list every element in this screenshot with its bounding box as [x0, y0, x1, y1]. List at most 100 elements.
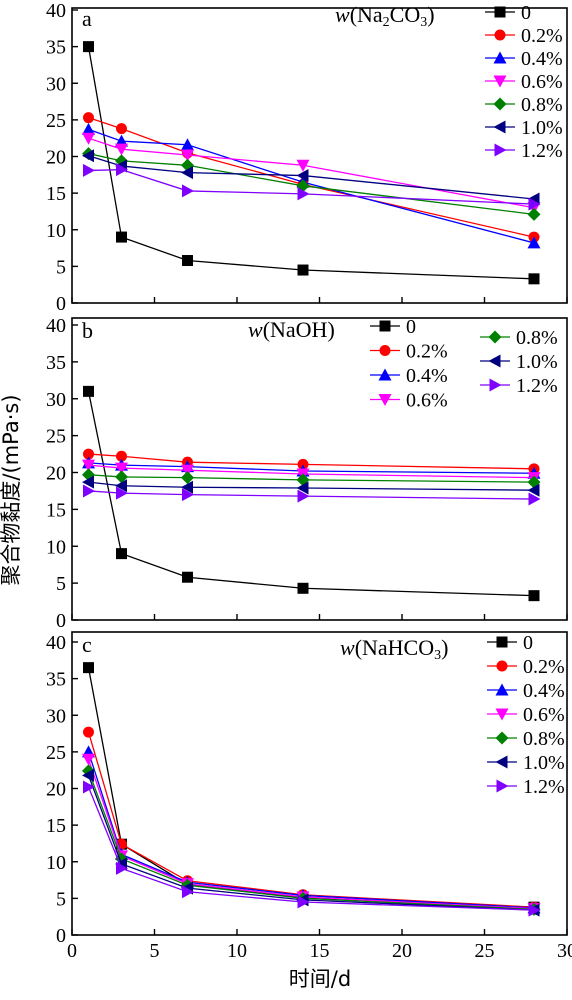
series-line: [87, 775, 535, 911]
data-point: [115, 470, 128, 484]
legend-marker: [494, 29, 506, 41]
data-point: [528, 903, 541, 917]
legend-marker: [488, 354, 501, 368]
legend-label: 0.6%: [523, 704, 565, 726]
y-axis-label: 聚合物黏度/(mPa·s): [0, 394, 23, 585]
data-point: [297, 187, 310, 201]
series-line: [87, 758, 535, 910]
y-tick-label: 15: [46, 499, 66, 521]
data-point: [181, 149, 194, 162]
series-0.6%: [82, 132, 541, 215]
data-point: [83, 780, 95, 794]
y-tick-label: 10: [46, 852, 66, 874]
series-0: [83, 41, 540, 285]
legend-label: 0: [523, 632, 533, 654]
legend-marker: [489, 378, 502, 392]
legend-marker: [495, 683, 509, 696]
data-point: [297, 582, 309, 594]
data-point: [116, 486, 128, 500]
data-point: [297, 489, 310, 503]
legend-marker: [493, 51, 507, 64]
series-1.2%: [83, 163, 541, 211]
series-line: [87, 751, 535, 909]
y-tick-label: 35: [46, 669, 66, 691]
panel-frame: [71, 631, 568, 936]
series-1.0%: [82, 475, 540, 497]
legend-marker: [493, 97, 507, 111]
legend-title: w(NaHCO3): [340, 635, 448, 663]
x-tick-label: 30: [557, 940, 572, 962]
data-point: [528, 273, 540, 285]
data-point: [182, 255, 193, 267]
y-tick-label: 30: [46, 389, 66, 411]
series-1.2%: [83, 780, 541, 917]
y-tick-label: 30: [46, 705, 66, 727]
series-0.4%: [82, 745, 541, 914]
series-1.0%: [82, 149, 540, 206]
y-tick-label: 15: [46, 815, 66, 837]
data-point: [182, 885, 194, 899]
legend-marker: [495, 708, 509, 721]
y-tick-label: 40: [46, 315, 66, 337]
data-point: [82, 459, 95, 472]
data-point: [115, 143, 128, 156]
legend-item: 0.2%: [487, 656, 565, 678]
x-axis-label: 时间/d: [289, 967, 351, 991]
legend-label: 0.8%: [523, 728, 565, 750]
legend-label: 0.6%: [521, 71, 563, 93]
data-point: [82, 122, 95, 135]
legend-marker: [379, 345, 391, 356]
legend-marker: [495, 755, 508, 769]
legend: w(NaHCO3) 00.2%0.4%0.6%0.8%1.0%1.2%: [340, 632, 565, 798]
legend-marker: [496, 779, 509, 793]
series-0.4%: [82, 122, 541, 249]
series-line: [87, 667, 535, 908]
y-tick-label: 20: [46, 147, 66, 169]
series-line: [88, 453, 535, 470]
legend-label: 0.6%: [406, 390, 448, 412]
series-line: [88, 155, 535, 200]
data-point: [181, 471, 194, 485]
series-0.6%: [82, 459, 541, 485]
y-tick-label: 5: [56, 256, 66, 278]
series-0.6%: [82, 753, 541, 916]
data-point: [181, 464, 194, 477]
data-point: [116, 861, 128, 875]
x-tick-label: 25: [475, 940, 495, 962]
legend-marker: [496, 660, 508, 672]
data-point: [116, 163, 128, 177]
y-tick-label: 35: [46, 37, 66, 59]
legend-label: 1.2%: [516, 375, 558, 397]
legend-title: w(Na2CO3): [335, 2, 435, 30]
legend-item: 0.6%: [370, 390, 448, 412]
data-point: [182, 184, 194, 198]
panel-letter: c: [82, 632, 92, 657]
series-1.0%: [82, 768, 540, 917]
data-point: [181, 138, 194, 151]
legend-item: 1.0%: [485, 117, 563, 139]
y-tick-label: 10: [46, 220, 66, 242]
legend-marker: [493, 120, 506, 134]
series-0.2%: [83, 726, 540, 913]
legend-item: 0.8%: [480, 327, 558, 349]
data-point: [115, 134, 128, 147]
legend-item: 0: [485, 2, 531, 24]
panel-letter: b: [82, 318, 93, 343]
legend-marker: [378, 394, 392, 406]
series-line: [87, 786, 535, 911]
legend-label: 0.8%: [521, 94, 563, 116]
data-point: [82, 753, 95, 766]
legend-label: 0: [406, 316, 416, 338]
x-tick-label: 0: [67, 940, 77, 962]
data-point: [82, 149, 94, 163]
legend-item: 1.2%: [485, 140, 563, 162]
legend-label: 1.0%: [523, 752, 565, 774]
series-line: [88, 474, 535, 483]
y-tick-label: 40: [46, 632, 66, 654]
legend: w(Na2CO3) 00.2%0.4%0.6%0.8%1.0%1.2%: [335, 2, 563, 162]
data-point: [181, 166, 193, 180]
data-point: [296, 159, 310, 172]
legend-label: 0.8%: [516, 327, 558, 349]
